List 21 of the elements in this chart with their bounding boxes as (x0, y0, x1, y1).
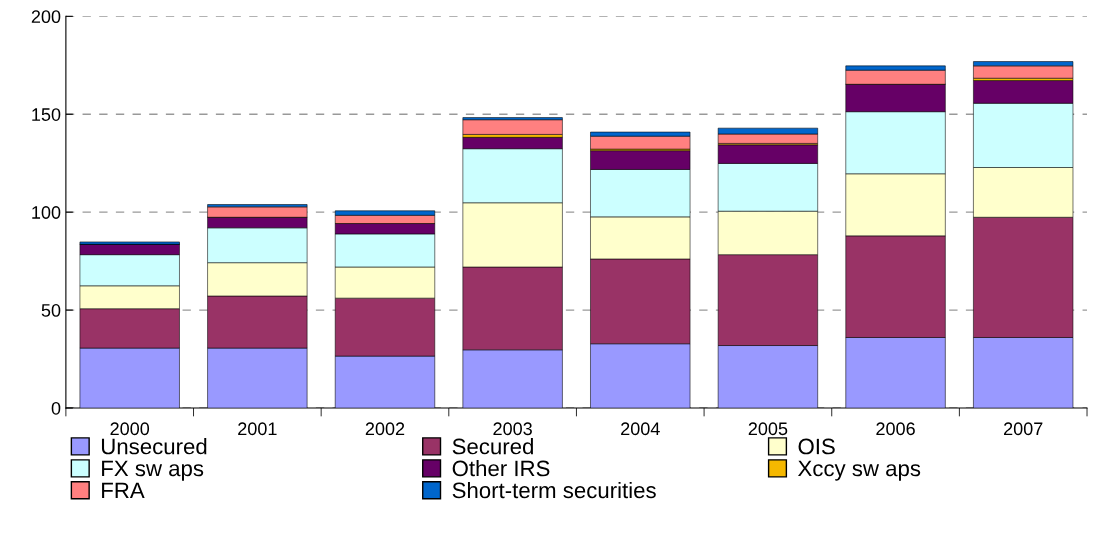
y-tick-label: 100 (32, 206, 61, 219)
legend-label: FRA (102, 482, 145, 499)
legend-label: Xccy sw aps (797, 460, 921, 481)
x-tick-label: 2006 (876, 422, 915, 436)
y-tick-label: 200 (31, 10, 61, 24)
legend-label: Other IRS (452, 459, 550, 477)
y-tick-label: 150 (32, 108, 61, 121)
x-tick-label: 2004 (621, 422, 660, 436)
x-tick-label: 2000 (110, 422, 150, 436)
x-tick-label: 2002 (365, 422, 405, 436)
y-tick-label: 0 (51, 401, 61, 415)
x-tick-label: 2003 (493, 422, 532, 436)
legend-label: Unsecured (101, 438, 207, 455)
legend-label: OIS (798, 438, 835, 455)
legend-label: Short-term securities (452, 481, 656, 499)
x-tick-label: 2007 (1004, 422, 1043, 436)
x-tick-label: 2005 (748, 422, 788, 436)
x-tick-label: 2001 (238, 422, 277, 436)
legend-label: FX sw aps (102, 460, 204, 481)
legend-label: Secured (452, 438, 533, 455)
y-tick-label: 50 (41, 304, 61, 317)
